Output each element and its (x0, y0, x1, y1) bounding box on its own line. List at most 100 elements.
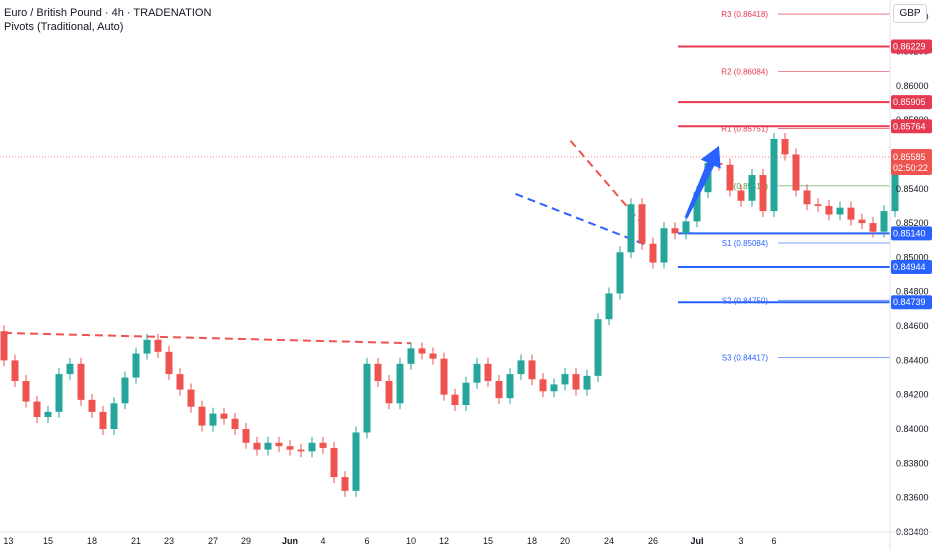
candle-body (385, 380, 393, 404)
candle-body (374, 363, 382, 381)
candle-body (792, 154, 800, 191)
candle-body (330, 447, 338, 478)
pivot-label-p: P (0.85417) (726, 182, 768, 191)
time-tick-label: Jul (690, 536, 703, 546)
candle-body (539, 379, 547, 392)
candle-body (154, 339, 162, 352)
candle-body (253, 442, 261, 450)
candle-body (418, 348, 426, 354)
candle-body (55, 374, 63, 412)
time-tick-label: 10 (406, 536, 416, 546)
pivot-label-s3: S3 (0.84417) (722, 353, 769, 362)
time-tick-label: 6 (771, 536, 776, 546)
key-level-badge[interactable] (891, 226, 932, 241)
candle-body (187, 389, 195, 407)
time-tick-label: 18 (87, 536, 97, 546)
candle-body (781, 139, 789, 155)
candle-body (0, 331, 8, 361)
candle-body (561, 374, 569, 385)
candle-body (242, 429, 250, 443)
candle-body (825, 205, 833, 215)
key-level-badge[interactable] (891, 260, 932, 275)
candle-body (836, 207, 844, 215)
key-level-badge-label: 0.85140 (893, 228, 926, 238)
candles (0, 133, 910, 497)
candle-body (803, 190, 811, 205)
candle-body (121, 377, 129, 404)
candle-body (583, 375, 591, 390)
candle-body (517, 360, 525, 375)
time-tick-label: 3 (738, 536, 743, 546)
time-tick-label: 29 (241, 536, 251, 546)
candle-body (638, 204, 646, 244)
candle-body (473, 363, 481, 383)
candle-body (66, 363, 74, 375)
candle-body (275, 442, 283, 447)
candle-body (660, 228, 668, 263)
candle-body (88, 399, 96, 412)
candle-body (627, 204, 635, 253)
key-level-badge[interactable] (891, 295, 932, 310)
candle-body (165, 351, 173, 375)
price-axis[interactable]: 0.864000.862000.860000.858000.856000.854… (889, 0, 932, 550)
candle-body (11, 360, 19, 381)
price-tick-label: 0.83600 (896, 493, 929, 503)
candle-body (33, 401, 41, 418)
pivot-levels: R3 (0.86418) R2 (0.86084) R1 (0.85751) P (0… (678, 10, 890, 362)
key-level-badge[interactable] (891, 119, 932, 134)
candle-body (495, 380, 503, 399)
key-level-badge-label: 0.85764 (893, 121, 926, 131)
time-tick-label: 24 (604, 536, 614, 546)
current-price-badge[interactable] (891, 149, 932, 176)
arrow-annotation (684, 145, 721, 219)
candle-body (616, 252, 624, 294)
key-level-badge-label: 0.84944 (893, 262, 926, 272)
price-tick-label: 0.85000 (896, 252, 929, 262)
time-tick-label: 4 (320, 536, 325, 546)
indicator-label[interactable]: Pivots (Traditional, Auto) (4, 21, 124, 33)
time-tick-label: Jun (282, 536, 298, 546)
candle-body (407, 348, 415, 364)
candle-body (264, 442, 272, 450)
time-axis[interactable]: 13 15 18 21 23 27 29 Jun 4 6 10 12 15 18 20 24 26 Jul 3 6 (0, 531, 932, 546)
time-tick-label: 21 (131, 536, 141, 546)
candle-body (726, 164, 734, 191)
price-tick-label: 0.84600 (896, 321, 929, 331)
currency-button[interactable]: GBP (893, 4, 927, 23)
time-tick-label: 27 (208, 536, 218, 546)
candle-body (319, 442, 327, 448)
key-level-badge-label: 0.85905 (893, 97, 926, 107)
candle-body (396, 363, 404, 404)
candle-body (858, 219, 866, 224)
price-tick-label: 0.85400 (896, 184, 929, 194)
candle-body (814, 204, 822, 206)
candle-body (891, 161, 899, 212)
key-level-badge[interactable] (891, 95, 932, 110)
trendlines (3, 140, 648, 345)
candle-body (880, 211, 888, 232)
key-level-badge[interactable] (891, 39, 932, 54)
price-tick-label: 0.86000 (896, 81, 929, 91)
dashed-trendline (3, 331, 412, 345)
candle-body (847, 207, 855, 220)
symbol-title[interactable]: Euro / British Pound · 4h · TRADENATION (4, 7, 212, 19)
candle-body (506, 374, 514, 399)
candle-body (44, 411, 52, 418)
candle-body (363, 363, 371, 433)
time-tick-label: 13 (3, 536, 13, 546)
pivot-label-s1: S1 (0.85084) (722, 239, 769, 248)
price-tick-label: 0.83800 (896, 458, 929, 468)
candle-body (110, 403, 118, 430)
candle-body (484, 363, 492, 381)
candle-body (231, 418, 239, 430)
candle-body (77, 363, 85, 400)
pivot-label-s2: S2 (0.84750) (722, 296, 769, 305)
candle-body (682, 221, 690, 234)
candle-body (649, 243, 657, 263)
countdown-label: 02:50:22 (893, 163, 928, 173)
time-tick-label: 26 (648, 536, 658, 546)
candle-body (594, 319, 602, 376)
candle-body (297, 449, 305, 452)
price-tick-label: 0.84400 (896, 355, 929, 365)
